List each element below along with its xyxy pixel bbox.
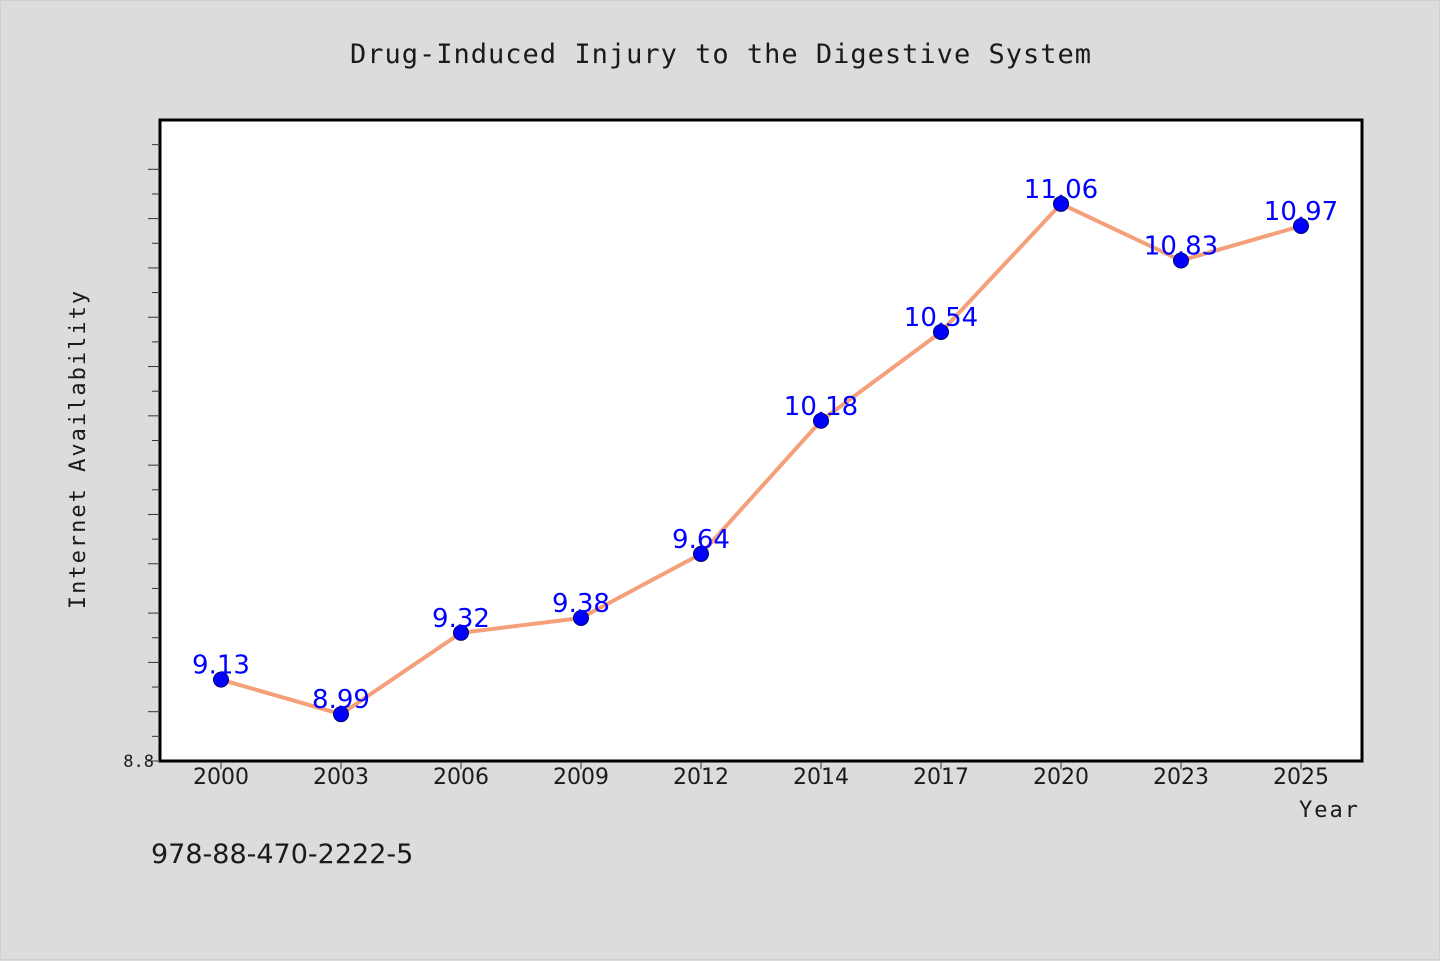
data-value-label: 11.06 xyxy=(1024,175,1098,205)
data-value-label: 9.64 xyxy=(672,525,730,555)
x-tick-label: 2012 xyxy=(673,765,729,790)
plot-area xyxy=(158,118,1364,763)
data-point-marker xyxy=(813,412,829,429)
data-value-label: 10.83 xyxy=(1144,232,1218,262)
data-point-marker xyxy=(1053,195,1069,212)
x-tick-label: 2023 xyxy=(1153,765,1209,790)
x-axis-label: Year xyxy=(1299,798,1360,823)
data-value-label: 10.18 xyxy=(784,392,858,422)
data-point-marker xyxy=(453,624,469,641)
x-axis-ticks: 2000 2003 2006 2009 2012 2014 2017 2020 2023 2025 xyxy=(193,761,1329,790)
x-tick-label: 2009 xyxy=(553,765,609,790)
data-labels: 9.13 8.99 9.32 9.38 9.64 10.18 10.54 11.06 10.83… xyxy=(192,175,1338,715)
data-value-label: 9.32 xyxy=(432,604,490,634)
x-tick-label: 2003 xyxy=(313,765,369,790)
series-line xyxy=(219,201,1303,717)
data-point-marker xyxy=(693,545,709,562)
data-value-label: 9.13 xyxy=(192,651,250,681)
data-point-marker xyxy=(573,610,589,627)
x-tick-label: 2017 xyxy=(913,765,969,790)
data-point-marker xyxy=(1173,252,1189,269)
data-value-label: 8.99 xyxy=(312,685,370,715)
x-tick-label: 2025 xyxy=(1273,765,1329,790)
data-point-marker xyxy=(213,671,229,688)
y-axis-ticks: 8.8 xyxy=(123,144,160,772)
data-markers xyxy=(213,195,1309,723)
data-point-marker xyxy=(333,706,349,723)
isbn-label: 978-88-470-2222-5 xyxy=(151,839,413,870)
y-axis-label: Internet Availability xyxy=(66,289,91,609)
data-value-label: 9.38 xyxy=(552,589,610,619)
data-point-marker xyxy=(1293,218,1309,235)
data-value-label: 10.97 xyxy=(1264,197,1338,227)
x-tick-label: 2020 xyxy=(1033,765,1089,790)
data-point-marker xyxy=(933,324,949,341)
x-tick-label: 2014 xyxy=(793,765,849,790)
y-tick-label: 8.8 xyxy=(123,752,154,772)
chart-title: Drug-Induced Injury to the Digestive Sys… xyxy=(350,39,1092,70)
x-tick-label: 2000 xyxy=(193,765,249,790)
x-tick-label: 2006 xyxy=(433,765,489,790)
data-value-label: 10.54 xyxy=(904,303,978,333)
